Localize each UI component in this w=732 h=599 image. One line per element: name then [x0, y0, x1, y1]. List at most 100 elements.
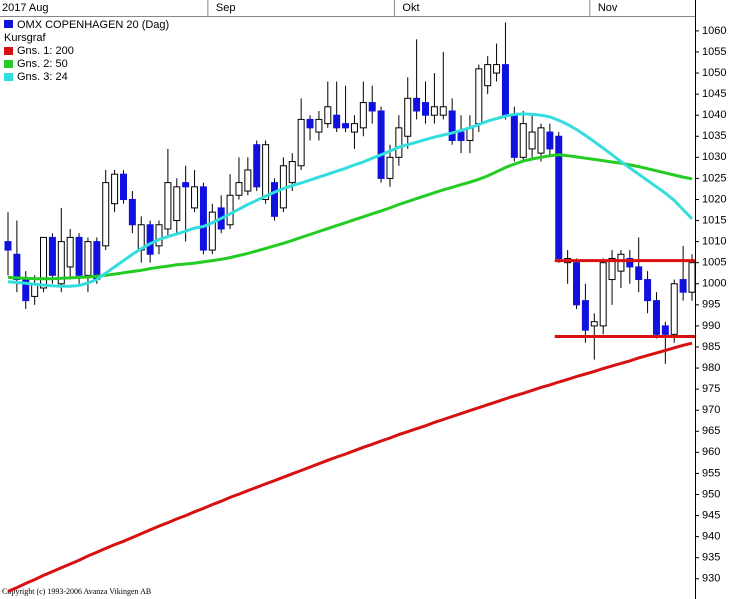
candle-body	[493, 64, 501, 74]
y-tick-label: 980	[702, 362, 720, 374]
candle-body	[688, 262, 696, 293]
y-tick-label: 1035	[702, 130, 726, 142]
y-tick-label: 990	[702, 320, 720, 332]
y-tick-label: 965	[702, 425, 720, 437]
legend-swatch	[4, 60, 13, 68]
legend-swatch	[4, 73, 13, 81]
candle-body	[457, 131, 465, 141]
candle-body	[102, 182, 110, 247]
y-tick-label: 985	[702, 341, 720, 353]
candle-body	[555, 135, 563, 259]
y-tick-label: 1050	[702, 67, 726, 79]
candle-body	[48, 236, 56, 276]
candle-body	[439, 106, 447, 116]
subtitle: Kursgraf	[4, 32, 47, 44]
candle-body	[475, 68, 483, 125]
candle-body	[510, 114, 518, 158]
candle-body	[4, 241, 12, 251]
candle-body	[599, 262, 607, 327]
candle-body	[430, 106, 438, 116]
legend-entry: Gns. 3: 24	[17, 71, 68, 83]
legend-swatch	[4, 47, 13, 55]
candle-body	[270, 182, 278, 217]
x-tick-label: Nov	[598, 2, 618, 14]
candle-body	[111, 173, 119, 205]
candle-body	[173, 186, 181, 222]
candle-body	[626, 257, 634, 268]
candle-body	[235, 182, 243, 196]
candle-body	[350, 123, 358, 133]
candle-body	[208, 211, 216, 251]
y-tick-label: 1005	[702, 257, 726, 269]
candle-body	[128, 198, 136, 226]
y-tick-label: 955	[702, 467, 720, 479]
candle-body	[519, 123, 527, 158]
candle-body	[359, 102, 367, 129]
candle-body	[75, 236, 83, 276]
candle-body	[84, 241, 92, 276]
x-tick-label: Okt	[402, 2, 419, 14]
candle-body	[164, 182, 172, 230]
candle-body	[413, 97, 421, 112]
candle-body	[590, 321, 598, 327]
y-tick-label: 1025	[702, 172, 726, 184]
legend-swatch	[4, 20, 13, 28]
y-tick-label: 1010	[702, 236, 726, 248]
candle-body	[661, 325, 669, 335]
candle-body	[306, 118, 314, 129]
y-tick-label: 1060	[702, 25, 726, 37]
x-tick-label: Sep	[216, 2, 236, 14]
candle-body	[573, 262, 581, 306]
candle-body	[404, 97, 412, 137]
candle-body	[617, 253, 625, 272]
candle-body	[652, 300, 660, 335]
candle-body	[253, 144, 261, 188]
legend-entry: Gns. 2: 50	[17, 58, 68, 70]
y-tick-label: 1030	[702, 151, 726, 163]
candle-body	[13, 253, 21, 281]
moving-average-line	[7, 112, 694, 288]
candle-body	[199, 186, 207, 251]
candle-body	[608, 257, 616, 281]
candle-body	[377, 110, 385, 179]
moving-average-line	[7, 341, 693, 593]
candle-body	[226, 194, 234, 226]
y-tick-label: 1040	[702, 109, 726, 121]
candle-body	[395, 127, 403, 158]
candle-body	[297, 118, 305, 167]
candle-body	[386, 156, 394, 179]
candle-body	[57, 241, 65, 285]
legend-entry: Gns. 1: 200	[17, 45, 74, 57]
y-tick-label: 1055	[702, 46, 726, 58]
y-tick-label: 970	[702, 404, 720, 416]
legend-entry: OMX COPENHAGEN 20 (Dag)	[17, 19, 169, 31]
y-tick-label: 930	[702, 573, 720, 585]
candle-body	[448, 110, 456, 141]
y-tick-label: 1000	[702, 278, 726, 290]
candle-body	[333, 114, 341, 129]
y-tick-label: 995	[702, 299, 720, 311]
candle-body	[93, 241, 101, 281]
y-tick-label: 975	[702, 383, 720, 395]
candle-body	[537, 127, 545, 154]
y-tick-label: 945	[702, 509, 720, 521]
candle-body	[155, 224, 163, 247]
candle-body	[182, 182, 190, 188]
candle-body	[324, 106, 332, 125]
candle-body	[484, 64, 492, 87]
y-tick-label: 940	[702, 531, 720, 543]
candle-body	[501, 64, 509, 116]
candle-body	[581, 300, 589, 331]
candle-body	[40, 236, 48, 289]
candle-body	[422, 102, 430, 116]
y-tick-label: 950	[702, 488, 720, 500]
copyright: Copyright (c) 1993-2006 Avanza Vikingen …	[2, 587, 151, 596]
candle-body	[66, 236, 74, 268]
y-tick-label: 1015	[702, 214, 726, 226]
candle-body	[342, 123, 350, 129]
candle-body	[244, 169, 252, 192]
candle-body	[368, 102, 376, 112]
candle-body	[528, 131, 536, 150]
